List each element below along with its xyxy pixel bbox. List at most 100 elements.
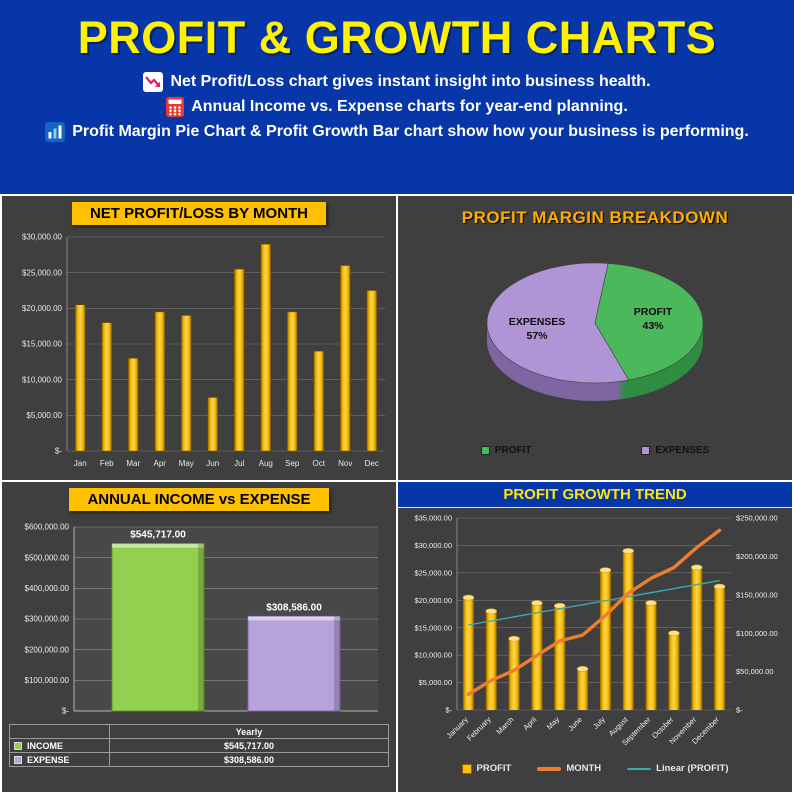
svg-text:May: May xyxy=(179,459,194,468)
month-series-label: MONTH xyxy=(566,763,602,774)
svg-text:$20,000.00: $20,000.00 xyxy=(22,304,63,313)
header-line-3-text: Profit Margin Pie Chart & Profit Growth … xyxy=(72,123,749,140)
svg-text:Aug: Aug xyxy=(259,459,273,468)
svg-text:June: June xyxy=(566,715,584,733)
svg-text:Mar: Mar xyxy=(126,459,140,468)
annual-chart-title: ANNUAL INCOME vs EXPENSE xyxy=(69,488,329,511)
svg-text:EXPENSES: EXPENSES xyxy=(509,316,566,328)
svg-text:July: July xyxy=(591,715,607,731)
income-legend-key xyxy=(14,742,22,751)
legend-item-growth-month: MONTH xyxy=(537,763,601,774)
growth-chart-title: PROFIT GROWTH TREND xyxy=(398,482,792,508)
month-line-swatch xyxy=(537,766,562,771)
table-header-row: Yearly xyxy=(9,724,389,739)
panel-profit-growth: PROFIT GROWTH TREND $- $5,000.00 $10,000.0… xyxy=(398,482,792,792)
svg-text:Apr: Apr xyxy=(154,459,167,468)
table-row-expense: EXPENSE $308,586.00 xyxy=(9,752,389,767)
svg-text:$15,000.00: $15,000.00 xyxy=(414,623,452,632)
pie-legend: PROFIT EXPENSES xyxy=(398,445,792,456)
svg-text:$35,000.00: $35,000.00 xyxy=(414,514,452,523)
svg-text:$600,000.00: $600,000.00 xyxy=(25,523,70,532)
svg-text:Sep: Sep xyxy=(285,459,300,468)
table-row-income: INCOME $545,717.00 xyxy=(9,738,389,753)
svg-text:$500,000.00: $500,000.00 xyxy=(25,553,70,562)
net-profit-bar-chart: $- $5,000.00 $10,000.00 $15,000.00 $20,000.0… xyxy=(2,225,396,480)
svg-text:43%: 43% xyxy=(642,320,664,332)
page-title: PROFIT & GROWTH CHARTS xyxy=(77,12,717,63)
panel-profit-margin: PROFIT MARGIN BREAKDOWN PROFIT 43% EXPENSE… xyxy=(398,196,792,480)
svg-text:$30,000.00: $30,000.00 xyxy=(22,233,63,242)
svg-text:Oct: Oct xyxy=(313,459,326,468)
svg-text:$25,000.00: $25,000.00 xyxy=(414,568,452,577)
svg-text:Nov: Nov xyxy=(338,459,352,468)
svg-text:57%: 57% xyxy=(526,330,548,342)
svg-text:$100,000.00: $100,000.00 xyxy=(736,629,778,638)
svg-text:Jun: Jun xyxy=(206,459,219,468)
svg-text:Dec: Dec xyxy=(365,459,379,468)
header-banner: PROFIT & GROWTH CHARTS Net Profit/Loss c… xyxy=(0,0,794,194)
svg-text:$10,000.00: $10,000.00 xyxy=(22,375,63,384)
svg-text:$308,586.00: $308,586.00 xyxy=(266,602,322,613)
linear-trend-swatch xyxy=(627,767,652,770)
profit-series-label: PROFIT xyxy=(476,763,512,774)
income-row-label: INCOME xyxy=(27,740,63,751)
svg-text:Feb: Feb xyxy=(100,459,114,468)
svg-text:$30,000.00: $30,000.00 xyxy=(414,541,452,550)
svg-text:$300,000.00: $300,000.00 xyxy=(25,615,70,624)
panel-annual-income-expense: ANNUAL INCOME vs EXPENSE $- $100,000.00 $2… xyxy=(2,482,396,792)
linear-series-label: Linear (PROFIT) xyxy=(656,763,729,774)
spreadsheet-chart-icon xyxy=(45,122,66,142)
svg-text:$-: $- xyxy=(55,447,62,456)
legend-item-profit: PROFIT xyxy=(480,445,532,456)
chart-decreasing-icon xyxy=(143,72,164,92)
profit-margin-pie-chart: PROFIT 43% EXPENSES 57% xyxy=(398,228,792,445)
svg-text:$25,000.00: $25,000.00 xyxy=(22,268,63,277)
calculator-icon xyxy=(166,97,185,117)
svg-text:$-: $- xyxy=(62,707,69,715)
table-corner-cell xyxy=(9,724,110,739)
header-line-1-text: Net Profit/Loss chart gives instant insi… xyxy=(170,73,651,90)
svg-text:$200,000.00: $200,000.00 xyxy=(736,552,778,561)
legend-item-growth-profit: PROFIT xyxy=(461,763,512,774)
income-row-value: $545,717.00 xyxy=(109,738,389,753)
annual-data-table: Yearly INCOME $545,717.00 EXPENSE $308,5… xyxy=(9,724,389,767)
svg-text:$-: $- xyxy=(736,706,743,715)
charts-grid: NET PROFIT/LOSS BY MONTH $- $5,000.00 $10,… xyxy=(0,194,794,794)
expenses-legend-swatch xyxy=(641,446,651,455)
annual-bar-chart: $- $100,000.00 $200,000.00 $300,000.00 $400,… xyxy=(2,511,396,720)
svg-text:February: February xyxy=(465,715,493,743)
profit-legend-swatch xyxy=(480,446,490,455)
header-line-2: Annual Income vs. Expense charts for yea… xyxy=(0,97,794,117)
profit-bar-swatch xyxy=(461,763,472,774)
svg-text:$15,000.00: $15,000.00 xyxy=(22,340,63,349)
svg-text:PROFIT: PROFIT xyxy=(634,306,673,318)
growth-legend: PROFIT MONTH Linear (PROFIT) xyxy=(398,763,792,774)
svg-text:$10,000.00: $10,000.00 xyxy=(414,651,452,660)
svg-text:$-: $- xyxy=(445,706,452,715)
svg-text:$20,000.00: $20,000.00 xyxy=(414,596,452,605)
svg-text:$200,000.00: $200,000.00 xyxy=(25,645,70,654)
profit-legend-label: PROFIT xyxy=(494,445,532,456)
legend-item-expenses: EXPENSES xyxy=(641,445,709,456)
svg-text:$100,000.00: $100,000.00 xyxy=(25,676,70,685)
legend-item-growth-linear: Linear (PROFIT) xyxy=(627,763,728,774)
svg-text:Jan: Jan xyxy=(74,459,87,468)
profit-growth-combo-chart: $- $5,000.00 $10,000.00 $15,000.00 $20,000.0… xyxy=(398,508,792,761)
svg-text:$545,717.00: $545,717.00 xyxy=(130,530,186,541)
svg-text:Jul: Jul xyxy=(234,459,244,468)
table-header-yearly: Yearly xyxy=(109,724,389,739)
svg-text:$50,000.00: $50,000.00 xyxy=(736,667,774,676)
svg-text:March: March xyxy=(494,715,515,736)
profit-margin-chart-title: PROFIT MARGIN BREAKDOWN xyxy=(461,208,729,227)
svg-text:April: April xyxy=(521,715,538,732)
header-line-1: Net Profit/Loss chart gives instant insi… xyxy=(0,72,794,92)
expense-row-label: EXPENSE xyxy=(27,754,70,765)
header-line-2-text: Annual Income vs. Expense charts for yea… xyxy=(191,98,628,115)
expense-row-value: $308,586.00 xyxy=(109,752,389,767)
expense-legend-key xyxy=(14,756,22,765)
svg-text:$5,000.00: $5,000.00 xyxy=(419,678,452,687)
expenses-legend-label: EXPENSES xyxy=(655,445,710,456)
svg-text:$250,000.00: $250,000.00 xyxy=(736,514,778,523)
svg-text:$5,000.00: $5,000.00 xyxy=(26,411,62,420)
svg-text:May: May xyxy=(545,715,562,732)
